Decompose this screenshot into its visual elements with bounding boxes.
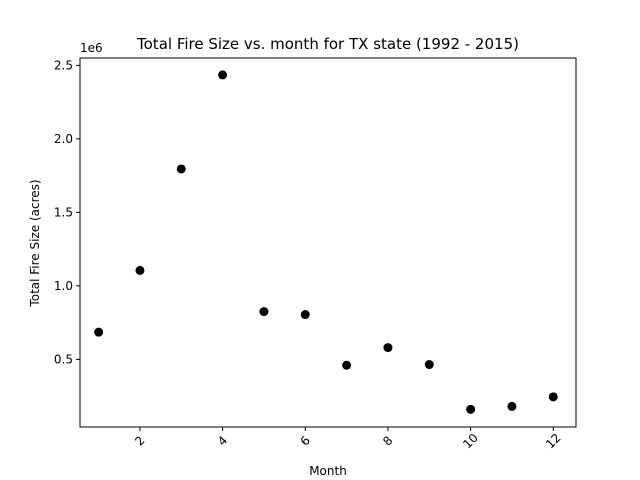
data-point (300, 310, 310, 320)
x-axis-label: Month (309, 464, 347, 478)
data-point (259, 307, 269, 317)
data-point (342, 360, 352, 370)
y-offset-text: 1e6 (80, 41, 103, 55)
data-point (466, 404, 476, 414)
y-tick-label: 1.0 (54, 279, 73, 293)
data-point (424, 360, 434, 370)
y-tick-label: 2.5 (54, 58, 73, 72)
y-tick-label: 1.5 (54, 205, 73, 219)
y-tick-label: 0.5 (54, 352, 73, 366)
data-point (94, 327, 104, 337)
data-point (507, 401, 517, 411)
data-point (176, 164, 186, 174)
data-point (135, 265, 145, 275)
axes-frame (79, 57, 577, 428)
y-tick-label: 2.0 (54, 132, 73, 146)
y-axis-label: Total Fire Size (acres) (28, 179, 42, 307)
data-point (218, 70, 228, 80)
data-point (383, 343, 393, 353)
chart-title: Total Fire Size vs. month for TX state (… (136, 35, 519, 53)
data-point (548, 392, 558, 402)
